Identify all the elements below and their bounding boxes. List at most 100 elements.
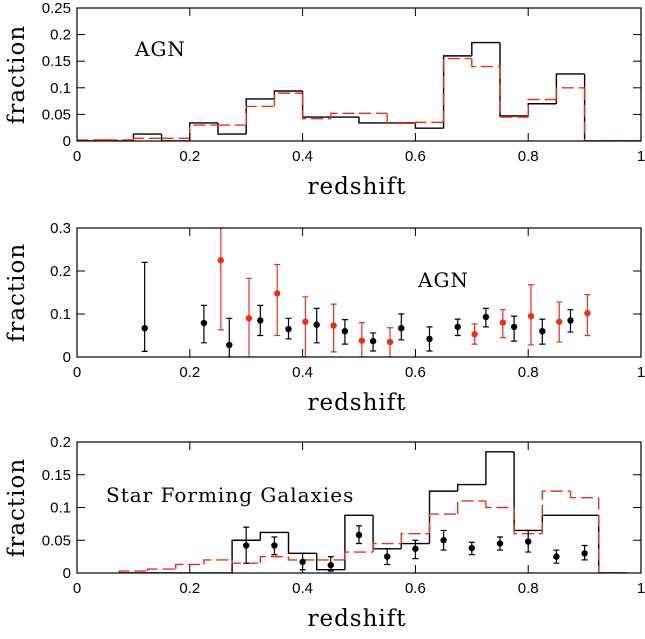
point bbox=[141, 324, 148, 332]
histogram-step bbox=[217, 122, 247, 135]
histogram-step bbox=[259, 555, 289, 564]
point bbox=[468, 544, 475, 552]
y-axis-label: fraction bbox=[4, 458, 30, 557]
error-bar bbox=[226, 317, 233, 357]
histogram-step bbox=[273, 90, 303, 99]
x-tick-label: 0.8 bbox=[518, 148, 539, 165]
x-axis-label: redshift bbox=[307, 174, 406, 200]
annotation: Star Forming Galaxies bbox=[106, 483, 354, 507]
histogram-step bbox=[372, 542, 402, 553]
histogram-step bbox=[527, 98, 557, 118]
x-tick-label: 0.4 bbox=[292, 148, 313, 165]
x-tick-label: 0 bbox=[73, 148, 81, 165]
x-tick-label: 1 bbox=[637, 148, 645, 165]
y-tick-label: 0 bbox=[63, 133, 71, 150]
x-tick-label: 0.4 bbox=[292, 364, 313, 381]
plot-frame bbox=[76, 7, 642, 142]
histogram-step bbox=[77, 139, 106, 141]
point bbox=[313, 321, 320, 328]
histogram-step bbox=[189, 124, 218, 139]
histogram-step bbox=[386, 113, 416, 125]
histogram-step bbox=[231, 559, 261, 564]
point bbox=[398, 324, 405, 332]
x-tick-label: 0.6 bbox=[405, 148, 426, 165]
point bbox=[257, 317, 264, 324]
histogram-step bbox=[245, 98, 275, 135]
histogram-step bbox=[175, 563, 204, 570]
histogram-step bbox=[245, 105, 275, 126]
histogram-step bbox=[499, 66, 529, 118]
point bbox=[525, 538, 532, 545]
y-tick-label: 0.3 bbox=[50, 220, 71, 237]
point bbox=[482, 313, 490, 321]
histogram-step bbox=[442, 55, 472, 129]
x-tick-label: 0.8 bbox=[518, 580, 539, 597]
x-tick-label: 1 bbox=[637, 364, 645, 381]
point bbox=[200, 319, 208, 327]
histogram-step bbox=[203, 559, 233, 565]
point bbox=[299, 558, 306, 566]
histogram-step bbox=[499, 42, 529, 117]
x-axis-label: redshift bbox=[307, 606, 406, 632]
point bbox=[556, 318, 563, 325]
histogram-step bbox=[471, 58, 500, 68]
histogram-step bbox=[457, 483, 486, 492]
y-tick-label: 0.1 bbox=[50, 80, 71, 97]
histogram-step bbox=[358, 117, 388, 124]
point bbox=[567, 317, 574, 324]
x-tick-label: 0.2 bbox=[179, 364, 200, 381]
point bbox=[330, 322, 337, 329]
histogram-step bbox=[442, 57, 472, 123]
point bbox=[510, 323, 518, 331]
y-tick-label: 0.05 bbox=[42, 532, 71, 549]
histogram-step bbox=[541, 490, 571, 534]
point bbox=[440, 537, 447, 544]
x-tick-label: 0.6 bbox=[405, 364, 426, 381]
plot-frame bbox=[76, 441, 642, 574]
point bbox=[471, 331, 478, 338]
histogram-step bbox=[598, 515, 627, 573]
point bbox=[217, 257, 225, 264]
y-axis-label: fraction bbox=[4, 25, 30, 124]
histogram-step bbox=[569, 491, 599, 499]
x-tick-label: 1 bbox=[637, 580, 645, 597]
histogram-step bbox=[414, 122, 444, 129]
histogram-step bbox=[485, 451, 515, 485]
histogram-step bbox=[583, 87, 613, 141]
histogram-step bbox=[330, 112, 359, 119]
histogram-step bbox=[527, 103, 557, 116]
histogram-step bbox=[471, 41, 500, 56]
error-bar bbox=[302, 296, 309, 357]
histogram-step bbox=[485, 500, 515, 509]
error-bar bbox=[217, 228, 224, 331]
histogram-step bbox=[301, 93, 331, 120]
y-tick-label: 0.2 bbox=[50, 263, 71, 280]
point bbox=[384, 553, 391, 560]
plot-area bbox=[77, 41, 641, 141]
point bbox=[285, 325, 292, 333]
histogram-step bbox=[287, 532, 317, 555]
y-tick-label: 0.25 bbox=[42, 0, 71, 17]
histogram-step bbox=[273, 92, 303, 107]
histogram-step bbox=[457, 500, 486, 515]
histogram-step bbox=[132, 137, 162, 140]
histogram-step bbox=[316, 553, 345, 571]
plot-area bbox=[141, 228, 591, 357]
y-tick-label: 0 bbox=[63, 349, 71, 366]
y-axis-label: fraction bbox=[4, 243, 30, 342]
x-tick-label: 0 bbox=[73, 580, 81, 597]
point bbox=[341, 328, 349, 335]
point bbox=[496, 540, 504, 547]
histogram-step bbox=[132, 133, 162, 141]
annotation: AGN bbox=[417, 268, 469, 292]
point bbox=[355, 531, 363, 539]
histogram-step bbox=[118, 570, 148, 573]
y-tick-label: 0.1 bbox=[50, 500, 71, 517]
x-tick-label: 0.6 bbox=[405, 580, 426, 597]
histogram-step bbox=[414, 121, 444, 124]
histogram-step bbox=[583, 73, 613, 141]
point bbox=[412, 545, 419, 552]
y-tick-label: 0.1 bbox=[50, 306, 71, 323]
y-tick-label: 0.15 bbox=[42, 467, 71, 484]
